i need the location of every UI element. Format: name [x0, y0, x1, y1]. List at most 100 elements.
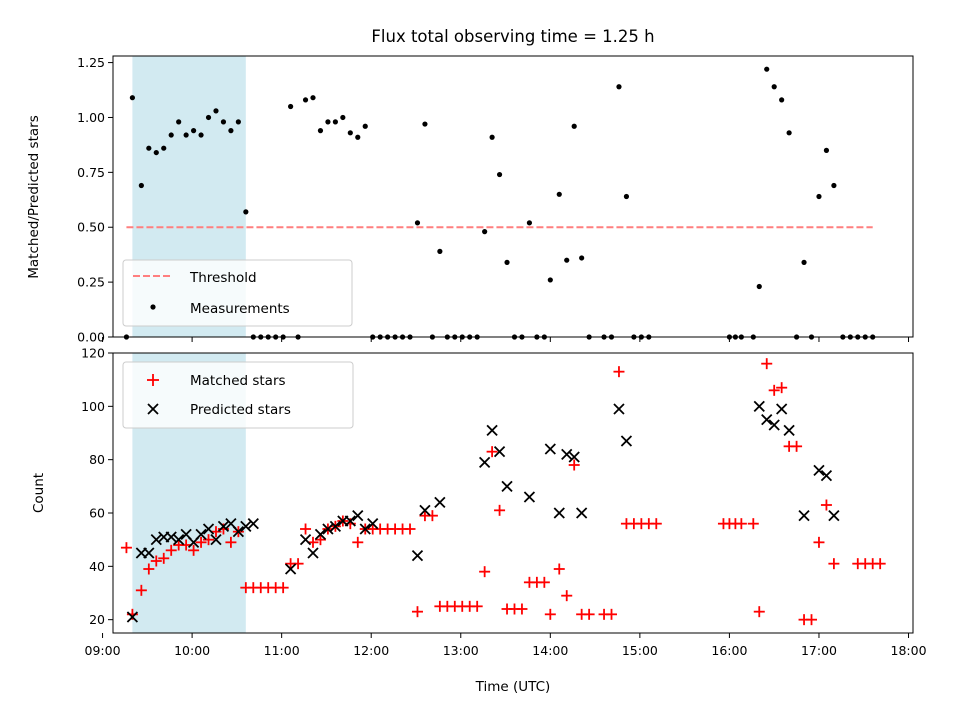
measurement-point	[616, 84, 622, 90]
predicted-star-point	[240, 520, 252, 532]
measurement-point	[623, 193, 630, 200]
matched-star-point	[486, 446, 498, 458]
measurement-point	[332, 119, 338, 125]
matched-star-point	[561, 590, 573, 602]
matched-star-point	[747, 518, 759, 530]
xtick-label: 09:00	[85, 643, 121, 658]
xtick-label: 17:00	[801, 643, 837, 658]
predicted-star-point	[576, 507, 588, 519]
measurement-point	[786, 130, 792, 136]
measurement-point	[526, 220, 533, 226]
predicted-star-point	[143, 547, 155, 559]
measurement-point	[183, 132, 189, 138]
predicted-star-point	[232, 526, 245, 538]
measurement-point	[547, 277, 553, 283]
measurement-point	[317, 128, 324, 134]
predicted-star-point	[329, 520, 342, 532]
measurement-point	[146, 145, 152, 151]
matched-star-point	[150, 555, 162, 567]
top-ytick-label: 1.00	[77, 110, 105, 125]
measurement-point	[816, 193, 822, 200]
predicted-star-point	[783, 424, 795, 436]
predicted-star-point	[173, 534, 185, 546]
matched-star-point	[516, 603, 528, 615]
predicted-star-point	[284, 563, 297, 575]
predicted-star-point	[210, 534, 222, 546]
top-ytick-label: 1.25	[77, 55, 105, 70]
xtick-label: 14:00	[532, 643, 568, 658]
measurement-point	[347, 130, 353, 136]
legend-predicted-swatch	[147, 403, 159, 415]
xtick-label: 15:00	[622, 643, 658, 658]
matched-star-point	[735, 518, 747, 530]
chart-title: Flux total observing time = 1.25 h	[371, 27, 654, 46]
measurement-point	[198, 132, 204, 138]
predicted-star-point	[150, 534, 162, 546]
matched-star-point	[606, 608, 618, 620]
matched-star-point	[776, 382, 788, 394]
measurement-point	[771, 84, 777, 90]
predicted-star-point	[501, 480, 513, 492]
predicted-star-point	[126, 611, 139, 623]
legend-matched-label: Matched stars	[190, 373, 286, 389]
predicted-star-point	[322, 523, 334, 535]
measurement-point	[340, 114, 346, 121]
measurement-point	[756, 283, 762, 290]
measurement-point	[831, 182, 837, 189]
predicted-star-point	[344, 515, 356, 527]
measurement-point	[235, 119, 241, 125]
predicted-star-point	[307, 547, 319, 559]
predicted-star-point	[768, 419, 780, 431]
predicted-star-point	[299, 534, 312, 546]
matched-star-point	[292, 558, 304, 570]
matched-star-point	[120, 542, 132, 554]
top-y-axis-label: Matched/Predicted stars	[26, 115, 42, 278]
matched-star-point	[352, 536, 364, 548]
matched-star-point	[188, 544, 200, 556]
measurement-point	[764, 66, 770, 72]
measurement-point	[801, 259, 807, 265]
matched-star-point	[828, 558, 840, 570]
xtick-label: 18:00	[891, 643, 927, 658]
predicted-star-point	[165, 531, 177, 543]
bottom-ytick-label: 80	[89, 452, 105, 467]
legend-predicted-label: Predicted stars	[190, 402, 291, 418]
predicted-star-point	[486, 424, 498, 436]
measurement-point	[362, 123, 368, 129]
measurement-point	[779, 97, 785, 103]
predicted-star-point	[434, 496, 446, 508]
legend-matched-swatch	[147, 374, 159, 386]
measurement-point	[228, 128, 234, 134]
matched-star-point	[314, 534, 326, 546]
matched-star-point	[225, 536, 237, 548]
xtick-label: 16:00	[711, 643, 747, 658]
top-panel: 0.00 0.25 0.50 0.75 1.00 1.25 Flux total obse…	[26, 27, 914, 345]
predicted-star-point	[620, 435, 633, 447]
matched-star-point	[820, 499, 832, 511]
matched-star-point	[479, 566, 491, 578]
bottom-legend: Matched stars Predicted stars	[122, 361, 354, 429]
measurement-point	[355, 134, 361, 140]
matched-star-point	[195, 536, 207, 548]
predicted-star-point	[247, 518, 259, 530]
measurement-point	[243, 209, 249, 215]
predicted-star-point	[479, 456, 491, 468]
matched-star-point	[791, 440, 803, 452]
bottom-axes-frame	[112, 352, 914, 634]
predicted-star-point	[776, 403, 788, 415]
predicted-star-point	[820, 470, 833, 482]
matched-star-point	[538, 576, 550, 588]
matched-star-point	[411, 606, 423, 618]
matched-star-point	[568, 459, 580, 471]
matched-star-point	[874, 558, 886, 570]
xtick-label: 10:00	[174, 643, 210, 658]
matched-star-point	[203, 534, 215, 546]
bottom-panel: 20 40 60 80 100 120 09:00 10:00 11:00 12:00 13:00…	[31, 346, 927, 696]
top-ytick-label: 0.50	[77, 220, 105, 235]
bottom-ytick-label: 20	[89, 612, 105, 627]
measurement-point	[823, 147, 830, 153]
bottom-ytick-label: 60	[89, 506, 105, 521]
predicted-star-point	[828, 510, 840, 522]
matched-star-point	[426, 510, 438, 522]
